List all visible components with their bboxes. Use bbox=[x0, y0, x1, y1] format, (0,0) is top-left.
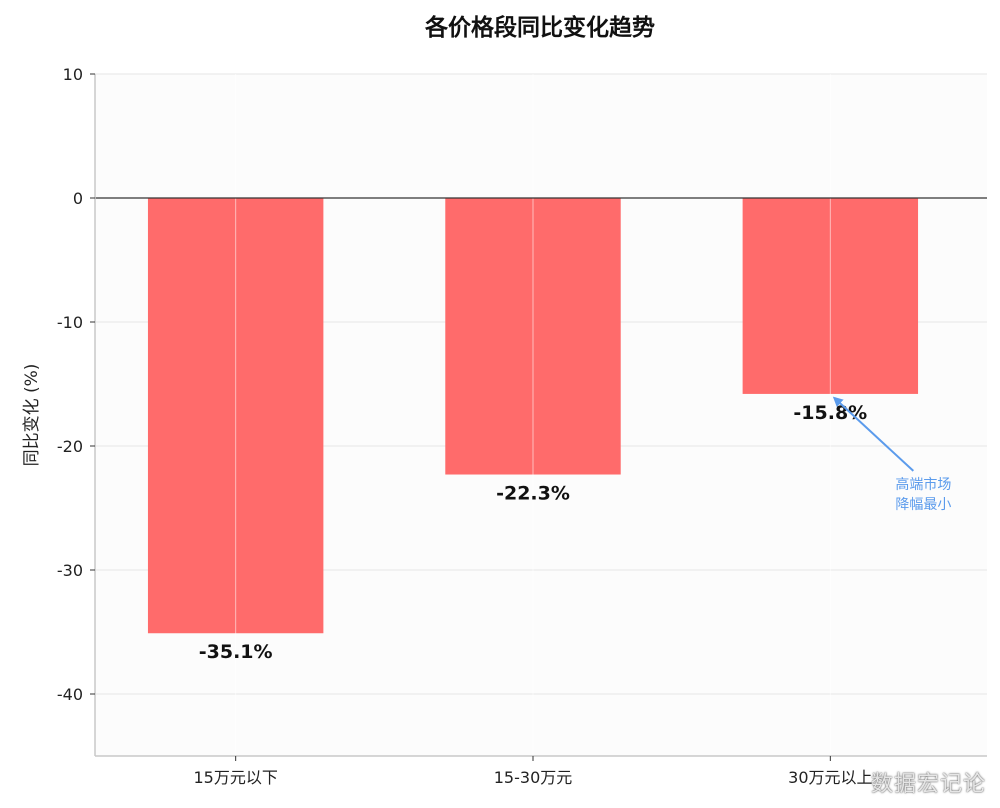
bars bbox=[147, 74, 919, 756]
chart-title: 各价格段同比变化趋势 bbox=[424, 14, 655, 41]
data-label: -22.3% bbox=[496, 483, 570, 505]
annotation-arrow bbox=[832, 396, 915, 472]
x-tick-label: 30万元以上 bbox=[788, 768, 872, 787]
y-axis-label: 同比变化 (%) bbox=[22, 364, 42, 467]
y-tick-label: 0 bbox=[73, 189, 83, 208]
x-tick-label: 15万元以下 bbox=[193, 768, 277, 787]
y-tick-label: 10 bbox=[63, 65, 83, 84]
y-tick-label: -40 bbox=[57, 685, 83, 704]
y-tick-label: -10 bbox=[57, 313, 83, 332]
data-labels: -35.1% -22.3% -15.8% bbox=[199, 402, 867, 663]
annotation-text: 降幅最小 bbox=[895, 497, 951, 513]
annotation-text: 高端市场 bbox=[895, 476, 951, 493]
data-label: -15.8% bbox=[793, 402, 867, 424]
x-tick-label: 15-30万元 bbox=[494, 768, 573, 787]
watermark: 数据宏记论 bbox=[870, 772, 986, 797]
axes: 10 0 -10 -20 -30 -40 15万元以下 15-30万元 30万元以上 bbox=[57, 65, 987, 787]
y-tick-label: -30 bbox=[57, 561, 83, 580]
y-tick-label: -20 bbox=[57, 437, 83, 456]
data-label: -35.1% bbox=[199, 641, 273, 663]
